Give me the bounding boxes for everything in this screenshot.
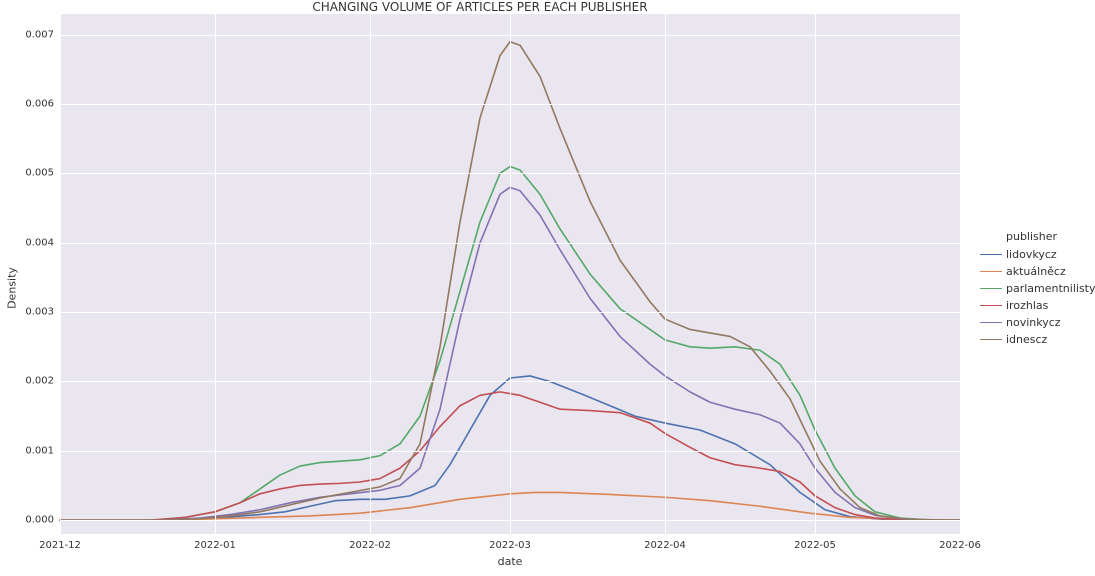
chart-figure: CHANGING VOLUME OF ARTICLES PER EACH PUB…	[0, 0, 1095, 576]
legend-item: idnescz	[980, 331, 1095, 348]
plot-area: 0.0000.0010.0020.0030.0040.0050.0060.007…	[60, 14, 960, 534]
legend: publisher lidovkycz aktuálněcz parlamentni…	[980, 230, 1095, 348]
y-tick-label: 0.006	[25, 99, 54, 110]
x-tick-label: 2022-04	[644, 540, 686, 551]
x-tick-label: 2022-06	[939, 540, 981, 551]
y-tick-label: 0.003	[25, 307, 54, 318]
legend-label: idnescz	[1006, 333, 1047, 346]
legend-label: parlamentnilisty	[1006, 282, 1095, 295]
legend-item: novinkycz	[980, 314, 1095, 331]
legend-swatch	[980, 305, 1002, 306]
y-axis-label: Density	[6, 267, 19, 309]
y-tick-label: 0.000	[25, 515, 54, 526]
legend-swatch	[980, 322, 1002, 323]
x-tick-label: 2021-12	[39, 540, 81, 551]
legend-label: aktuálněcz	[1006, 265, 1066, 278]
grid-line	[665, 14, 666, 534]
x-tick-label: 2022-03	[489, 540, 531, 551]
legend-swatch	[980, 254, 1002, 255]
x-tick-label: 2022-05	[794, 540, 836, 551]
y-tick-label: 0.005	[25, 168, 54, 179]
legend-swatch	[980, 339, 1002, 340]
legend-title: publisher	[980, 230, 1095, 243]
grid-line	[60, 14, 61, 534]
legend-swatch	[980, 288, 1002, 289]
legend-item: lidovkycz	[980, 246, 1095, 263]
legend-item: parlamentnilisty	[980, 280, 1095, 297]
y-tick-label: 0.004	[25, 237, 54, 248]
y-tick-label: 0.001	[25, 445, 54, 456]
y-tick-label: 0.007	[25, 29, 54, 40]
grid-line	[815, 14, 816, 534]
y-tick-label: 0.002	[25, 376, 54, 387]
x-tick-label: 2022-01	[194, 540, 236, 551]
legend-item: aktuálněcz	[980, 263, 1095, 280]
legend-label: irozhlas	[1006, 299, 1048, 312]
grid-line	[960, 14, 961, 534]
grid-line	[510, 14, 511, 534]
grid-line	[215, 14, 216, 534]
legend-label: novinkycz	[1006, 316, 1061, 329]
legend-swatch	[980, 271, 1002, 272]
x-tick-label: 2022-02	[349, 540, 391, 551]
legend-item: irozhlas	[980, 297, 1095, 314]
chart-title: CHANGING VOLUME OF ARTICLES PER EACH PUB…	[0, 0, 960, 14]
legend-label: lidovkycz	[1006, 248, 1057, 261]
grid-line	[370, 14, 371, 534]
x-axis-label: date	[60, 555, 960, 568]
